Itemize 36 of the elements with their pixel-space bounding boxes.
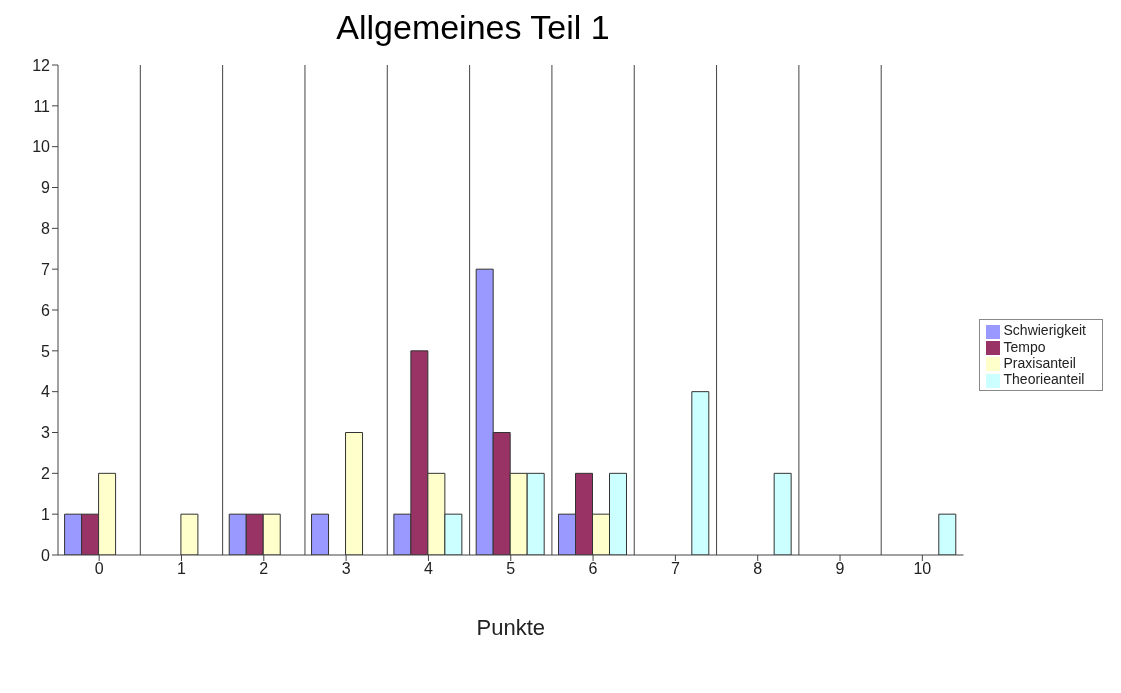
y-tick-label: 11 [33,97,51,115]
x-tick-label: 2 [259,560,269,578]
y-tick-label: 10 [32,138,51,156]
y-tick-label: 2 [41,465,51,483]
y-tick-label: 7 [41,260,51,278]
x-axis-title: Punkte [476,615,546,640]
legend-label: Tempo [1003,338,1046,355]
bar [345,432,364,555]
y-tick-label: 3 [41,424,51,442]
chart-title: Allgemeines Teil 1 [335,8,611,47]
y-tick-label: 12 [32,56,51,74]
x-tick-label: 8 [753,560,763,578]
legend-label: Theorieanteil [1003,371,1085,388]
bar [938,513,957,555]
bar [311,513,330,555]
bar [773,472,792,555]
y-tick-label: 4 [41,383,51,401]
x-tick-label: 3 [341,560,351,578]
x-tick-label: 7 [670,560,680,578]
legend-label: Schwierigkeit [1003,322,1086,339]
x-tick-label: 4 [423,560,433,578]
x-tick-label: 10 [913,560,932,578]
x-tick-label: 5 [506,560,516,578]
bar [691,391,710,555]
y-tick-label: 0 [41,546,51,564]
x-tick-label: 0 [94,560,104,578]
y-tick-label: 8 [41,220,51,238]
y-tick-label: 6 [41,301,51,319]
bar [180,513,199,555]
y-tick-label: 9 [41,179,51,197]
legend-label: Praxisanteil [1003,355,1076,371]
y-tick-label: 1 [41,505,51,523]
x-tick-label: 1 [177,560,187,578]
x-tick-label: 6 [588,560,598,578]
x-tick-label: 9 [835,560,845,578]
y-tick-label: 5 [41,342,51,360]
